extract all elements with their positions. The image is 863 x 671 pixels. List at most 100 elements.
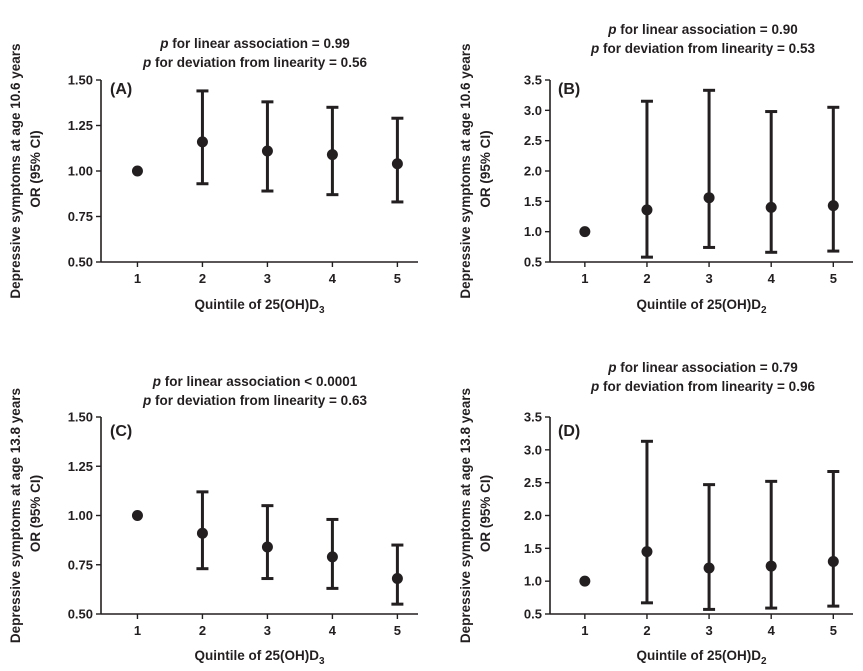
x-tick-label: 5 — [394, 623, 401, 638]
p-value-text: for linear association < 0.0001 — [161, 374, 358, 389]
data-point — [703, 192, 715, 204]
y-tick-label: 0.50 — [68, 607, 93, 622]
x-tick-label: 5 — [830, 271, 837, 286]
p-value-annotation: p for deviation from linearity = 0.56 — [142, 55, 367, 70]
p-value-text: for linear association = 0.99 — [169, 36, 350, 51]
y-tick-label: 0.5 — [524, 607, 542, 622]
y-tick-label: 1.5 — [524, 541, 542, 556]
p-symbol: p — [590, 379, 599, 394]
y-tick-label: 1.5 — [524, 194, 542, 209]
y-tick-label: 2.5 — [524, 475, 542, 490]
p-value-annotation: p for linear association = 0.79 — [607, 360, 797, 375]
data-point — [326, 149, 338, 161]
x-axis-label-text: Quintile of 25(OH)D — [636, 297, 761, 312]
data-point — [131, 165, 143, 177]
error-bar — [640, 99, 653, 259]
x-tick-label: 2 — [199, 623, 206, 638]
data-point — [641, 546, 653, 558]
p-value-annotation: p for linear association = 0.99 — [159, 36, 349, 51]
y-tick-label: 0.50 — [68, 255, 93, 270]
x-axis-label-text: Quintile of 25(OH)D — [194, 648, 319, 663]
y-tick-label: 3.0 — [524, 103, 542, 118]
data-point — [827, 200, 839, 212]
panel-a: 0.50 0.75 1.00 1.25 1.50 1 2 3 4 5 (A) p for linear… — [8, 36, 418, 316]
p-value-annotation: p for deviation from linearity = 0.53 — [590, 41, 815, 56]
y-tick-label: 1.50 — [68, 410, 93, 425]
error-bar — [765, 479, 778, 610]
data-point — [196, 527, 208, 539]
error-bar — [640, 439, 653, 605]
p-symbol: p — [159, 36, 168, 51]
p-value-text: for deviation from linearity = 0.63 — [151, 393, 367, 408]
y-tick-label: 2.5 — [524, 133, 542, 148]
x-tick-label: 4 — [329, 623, 337, 638]
x-tick-label: 4 — [768, 623, 776, 638]
data-point — [196, 136, 208, 148]
data-point — [131, 510, 143, 521]
y-axis-label: Depressive symptoms at age 13.8 years — [458, 388, 473, 643]
x-tick-label: 5 — [394, 271, 401, 286]
panel-c: 0.50 0.75 1.00 1.25 1.50 1 2 3 4 5 (C) p for linear… — [8, 374, 418, 667]
x-axis-label: Quintile of 25(OH)D3 — [194, 297, 325, 316]
error-bar — [827, 105, 840, 253]
x-axis-label-subscript: 3 — [319, 305, 325, 316]
y-tick-label: 0.75 — [68, 209, 93, 224]
data-point — [703, 562, 715, 574]
data-point — [579, 226, 591, 238]
p-value-annotation: p for linear association < 0.0001 — [152, 374, 358, 389]
x-axis-label-text: Quintile of 25(OH)D — [636, 648, 761, 663]
data-point — [326, 551, 338, 563]
y-tick-label: 1.0 — [524, 224, 542, 239]
data-point — [579, 575, 591, 587]
y-tick-label: 1.00 — [68, 164, 93, 179]
p-value-annotation: p for linear association = 0.90 — [607, 22, 797, 37]
x-tick-label: 4 — [768, 271, 776, 286]
error-bar — [827, 470, 840, 608]
x-tick-label: 2 — [199, 271, 206, 286]
y-axis-label-unit: OR (95% CI) — [478, 130, 493, 207]
p-symbol: p — [142, 55, 151, 70]
p-value-text: for deviation from linearity = 0.96 — [599, 379, 815, 394]
x-axis-label-text: Quintile of 25(OH)D — [194, 297, 319, 312]
x-axis-label-subscript: 2 — [761, 305, 767, 316]
x-tick-label: 4 — [329, 271, 337, 286]
x-tick-label: 1 — [581, 271, 588, 286]
p-symbol: p — [590, 41, 599, 56]
x-axis-label: Quintile of 25(OH)D2 — [636, 648, 767, 667]
p-symbol: p — [607, 360, 616, 375]
x-tick-label: 1 — [134, 271, 141, 286]
p-value-text: for linear association = 0.90 — [617, 22, 798, 37]
y-tick-label: 2.0 — [524, 164, 542, 179]
panel-d: 0.5 1.0 1.5 2.0 2.5 3.0 3.5 1 2 3 4 5 (D) p for linea… — [458, 360, 853, 667]
error-bar — [765, 110, 778, 254]
x-axis-label: Quintile of 25(OH)D3 — [194, 648, 325, 667]
y-tick-label: 3.0 — [524, 442, 542, 457]
x-axis-label-subscript: 2 — [761, 656, 767, 667]
panel-b: 0.5 1.0 1.5 2.0 2.5 3.0 3.5 1 2 3 4 5 (B) p for linea… — [458, 22, 853, 316]
x-tick-label: 1 — [581, 623, 588, 638]
y-axis-label: Depressive symptoms at age 10.6 years — [8, 43, 23, 298]
p-value-annotation: p for deviation from linearity = 0.63 — [142, 393, 367, 408]
data-point — [641, 204, 653, 216]
data-point — [765, 201, 777, 213]
x-tick-label: 3 — [264, 271, 271, 286]
y-tick-label: 0.5 — [524, 255, 542, 270]
error-bar — [703, 88, 716, 249]
data-point — [261, 541, 273, 553]
y-axis-label-unit: OR (95% CI) — [28, 475, 43, 552]
x-axis-label: Quintile of 25(OH)D2 — [636, 297, 767, 316]
data-point — [261, 145, 273, 157]
x-tick-label: 5 — [830, 623, 837, 638]
y-tick-label: 1.50 — [68, 73, 93, 88]
p-value-text: for deviation from linearity = 0.56 — [151, 55, 367, 70]
panel-label: (B) — [558, 81, 580, 98]
data-point — [391, 573, 403, 585]
p-symbol: p — [152, 374, 161, 389]
y-tick-label: 1.00 — [68, 508, 93, 523]
x-tick-label: 2 — [643, 271, 650, 286]
y-tick-label: 1.25 — [68, 459, 93, 474]
p-value-annotation: p for deviation from linearity = 0.96 — [590, 379, 815, 394]
x-axis-label-subscript: 3 — [319, 656, 325, 667]
p-symbol: p — [607, 22, 616, 37]
